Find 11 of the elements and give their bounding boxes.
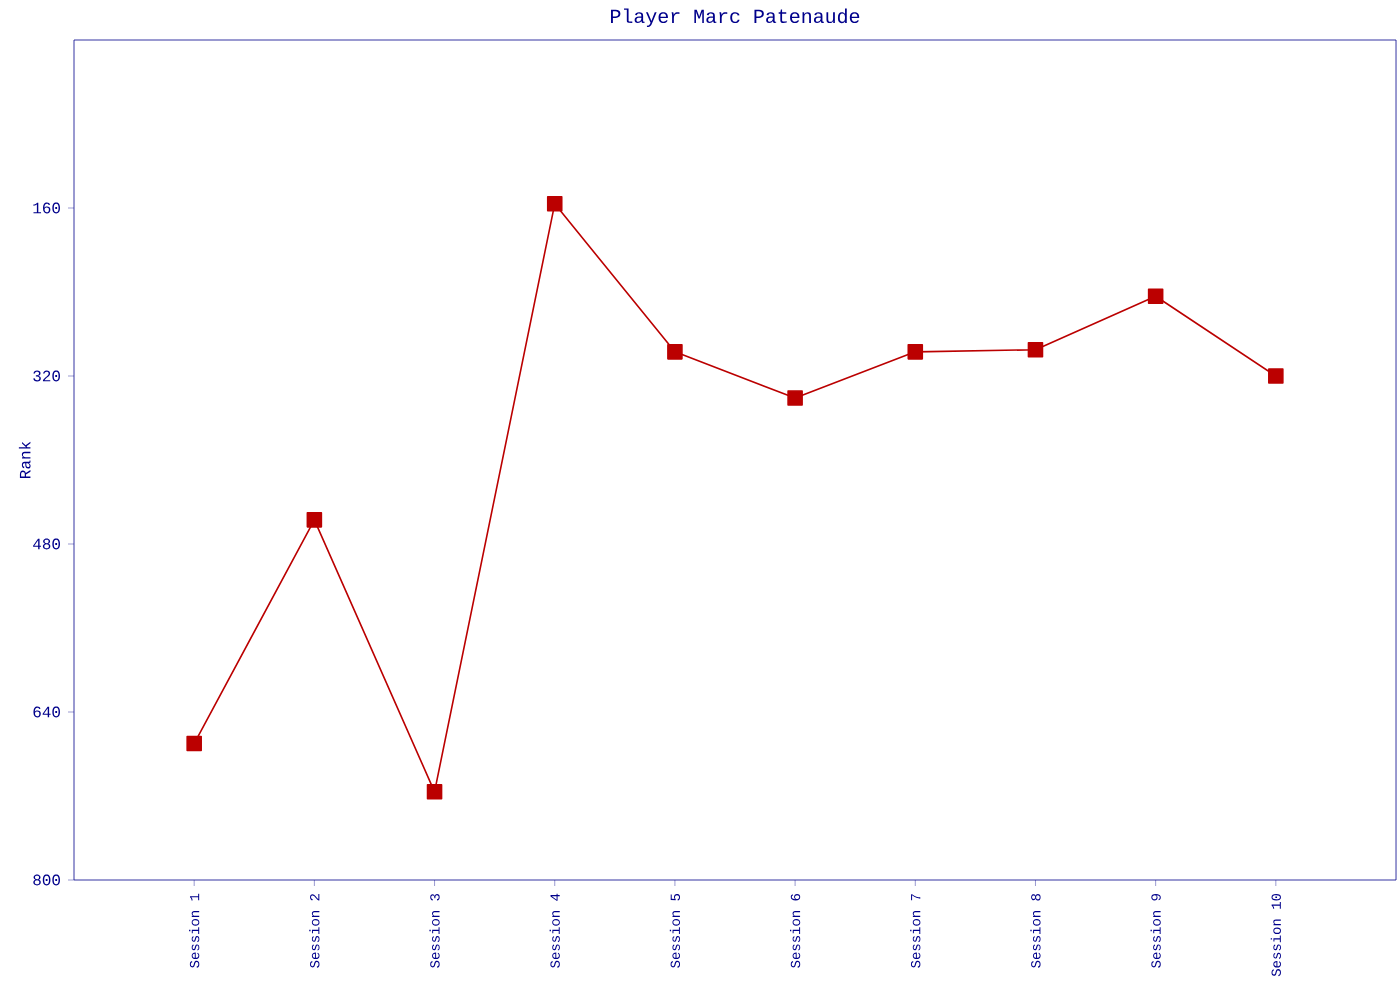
point bbox=[667, 344, 683, 360]
point bbox=[546, 196, 563, 212]
point bbox=[787, 390, 803, 406]
point bbox=[1027, 341, 1044, 358]
chart-title: Player Marc Patenaude bbox=[611, 8, 860, 27]
point bbox=[426, 784, 443, 800]
point bbox=[186, 735, 202, 752]
point bbox=[1147, 288, 1164, 305]
point bbox=[306, 512, 323, 528]
point bbox=[1268, 368, 1284, 384]
point bbox=[907, 344, 924, 360]
